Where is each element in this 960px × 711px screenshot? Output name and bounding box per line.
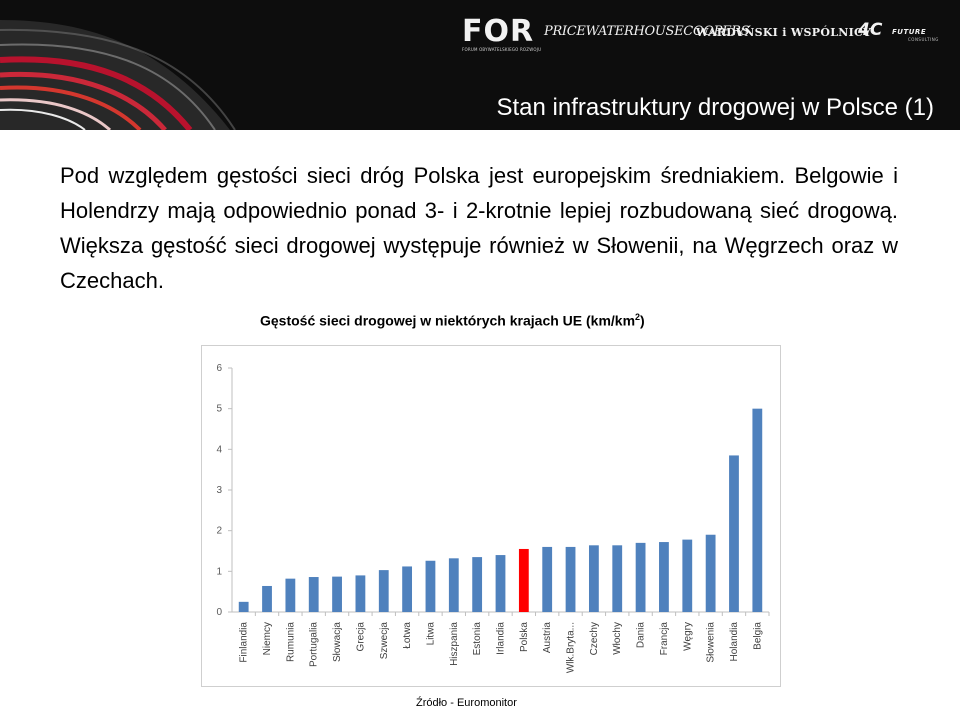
- intro-paragraph: Pod względem gęstości sieci dróg Polska …: [60, 163, 898, 293]
- bar-21: [729, 455, 739, 612]
- bar-chart: 0 1 2 3 4 5 6 Finlandia Niemcy Rumunia Portugalia S…: [201, 345, 781, 687]
- for-logo: FOR: [462, 14, 535, 49]
- bar-4: [332, 576, 342, 612]
- bar-11: [495, 555, 506, 612]
- category-label: Portugalia: [309, 622, 320, 667]
- 4c-logo-consulting: CONSULTING: [908, 37, 939, 42]
- bar-18: [659, 542, 669, 612]
- y-tick-label: 1: [216, 566, 222, 577]
- bar-17: [635, 542, 646, 612]
- bar-3: [308, 577, 319, 612]
- category-label: Finlandia: [239, 622, 250, 663]
- category-label: Holandia: [729, 622, 740, 662]
- bar-19: [682, 539, 693, 612]
- bar-5: [355, 575, 366, 612]
- bar-2: [285, 578, 296, 612]
- wardynski-logo: WARDYŃSKI i WSPÓLNICY: [696, 26, 872, 39]
- slide-title: Stan infrastruktury drogowej w Polsce (1…: [496, 94, 934, 121]
- category-label: Łotwa: [402, 622, 413, 649]
- category-label: Polska: [519, 622, 530, 652]
- category-label: Dania: [636, 622, 647, 649]
- category-label: Słowacja: [332, 622, 343, 662]
- category-label: Rumunia: [285, 622, 296, 662]
- bar-8: [425, 560, 436, 612]
- chart-svg: 0 1 2 3 4 5 6 Finlandia Niemcy Rumunia Portugalia S…: [216, 363, 770, 673]
- category-label: Estonia: [472, 622, 483, 656]
- bar-0: [238, 601, 249, 612]
- bar-20: [705, 534, 716, 612]
- category-label: Austria: [542, 622, 553, 654]
- road-lights-image: [0, 0, 960, 130]
- category-label: Włochy: [612, 622, 623, 655]
- category-label: Szwecja: [379, 622, 390, 660]
- bar-12: [518, 548, 529, 612]
- category-label: Niemcy: [262, 622, 273, 655]
- y-tick-label: 5: [216, 404, 222, 415]
- category-label: Irlandia: [496, 622, 507, 655]
- source-note: Źródło - Euromonitor: [416, 697, 517, 709]
- chart-title-text: Gęstość sieci drogowej w niektórych kraj…: [260, 312, 636, 329]
- 4c-logo: 4C: [858, 20, 883, 40]
- chart-title-end: ): [640, 312, 645, 329]
- category-label: Belgia: [752, 622, 763, 650]
- y-tick-label: 3: [216, 485, 222, 496]
- category-label: Hiszpania: [449, 622, 460, 666]
- partner-logos: FOR FORUM OBYWATELSKIEGO ROZWOJU PRICEWA…: [460, 14, 960, 54]
- category-label: Litwa: [425, 622, 436, 646]
- y-tick-label: 0: [216, 607, 222, 618]
- bar-15: [588, 545, 599, 612]
- category-label: Węgry: [682, 622, 693, 651]
- bar-13: [542, 546, 553, 612]
- category-label: Słowenia: [706, 622, 717, 663]
- category-label: Wlk.Bryta...: [566, 622, 577, 673]
- pwc-logo: PRICEWATERHOUSECOOPERS: [544, 24, 750, 39]
- y-tick-label: 2: [216, 526, 222, 537]
- category-label: Czechy: [589, 622, 600, 655]
- y-tick-label: 6: [216, 363, 222, 374]
- bar-9: [448, 558, 459, 612]
- header-banner: FOR FORUM OBYWATELSKIEGO ROZWOJU PRICEWA…: [0, 0, 960, 130]
- bar-10: [472, 557, 483, 612]
- bar-6: [378, 570, 389, 612]
- y-tick-label: 4: [216, 444, 222, 455]
- category-label: Francja: [659, 622, 670, 656]
- chart-title-superscript: 2: [635, 312, 641, 322]
- bar-7: [402, 566, 413, 612]
- chart-title: Gęstość sieci drogowej w niektórych kraj…: [260, 312, 645, 329]
- for-logo-subtitle: FORUM OBYWATELSKIEGO ROZWOJU: [462, 47, 542, 52]
- bar-14: [565, 546, 576, 612]
- 4c-logo-future: FUTURE: [892, 28, 927, 36]
- category-label: Grecja: [355, 622, 366, 652]
- bar-16: [612, 545, 623, 612]
- bar-1: [262, 585, 272, 612]
- bar-22: [752, 408, 763, 612]
